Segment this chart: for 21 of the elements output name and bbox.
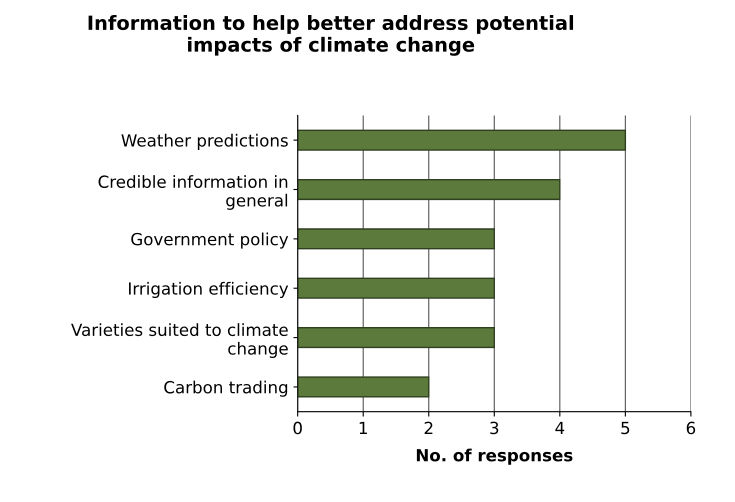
y-tick-label: Varieties suited to climate change <box>71 323 288 358</box>
bar <box>298 130 626 151</box>
x-tick-label: 2 <box>424 422 432 434</box>
bar <box>298 228 495 250</box>
x-tick-label: 3 <box>490 422 498 434</box>
y-tick-label: Weather predictions <box>121 134 288 150</box>
x-tick-label: 6 <box>686 422 696 434</box>
bar <box>298 278 495 299</box>
x-tick-label: 1 <box>360 422 367 434</box>
bar <box>298 327 495 348</box>
y-tick-label: Government policy <box>131 232 288 249</box>
x-tick-label: 0 <box>293 422 302 434</box>
y-tick-label: Credible information in general <box>98 175 288 210</box>
x-tick-label: 5 <box>621 422 630 434</box>
bar <box>298 376 430 398</box>
x-axis-title: No. of responses <box>416 448 572 465</box>
y-tick-label: Irrigation efficiency <box>129 282 288 298</box>
bar <box>298 178 561 200</box>
y-tick-label: Carbon trading <box>164 380 288 397</box>
chart-title: Information to help better address potential impacts of climate change <box>88 15 574 56</box>
x-tick-label: 4 <box>555 422 564 434</box>
